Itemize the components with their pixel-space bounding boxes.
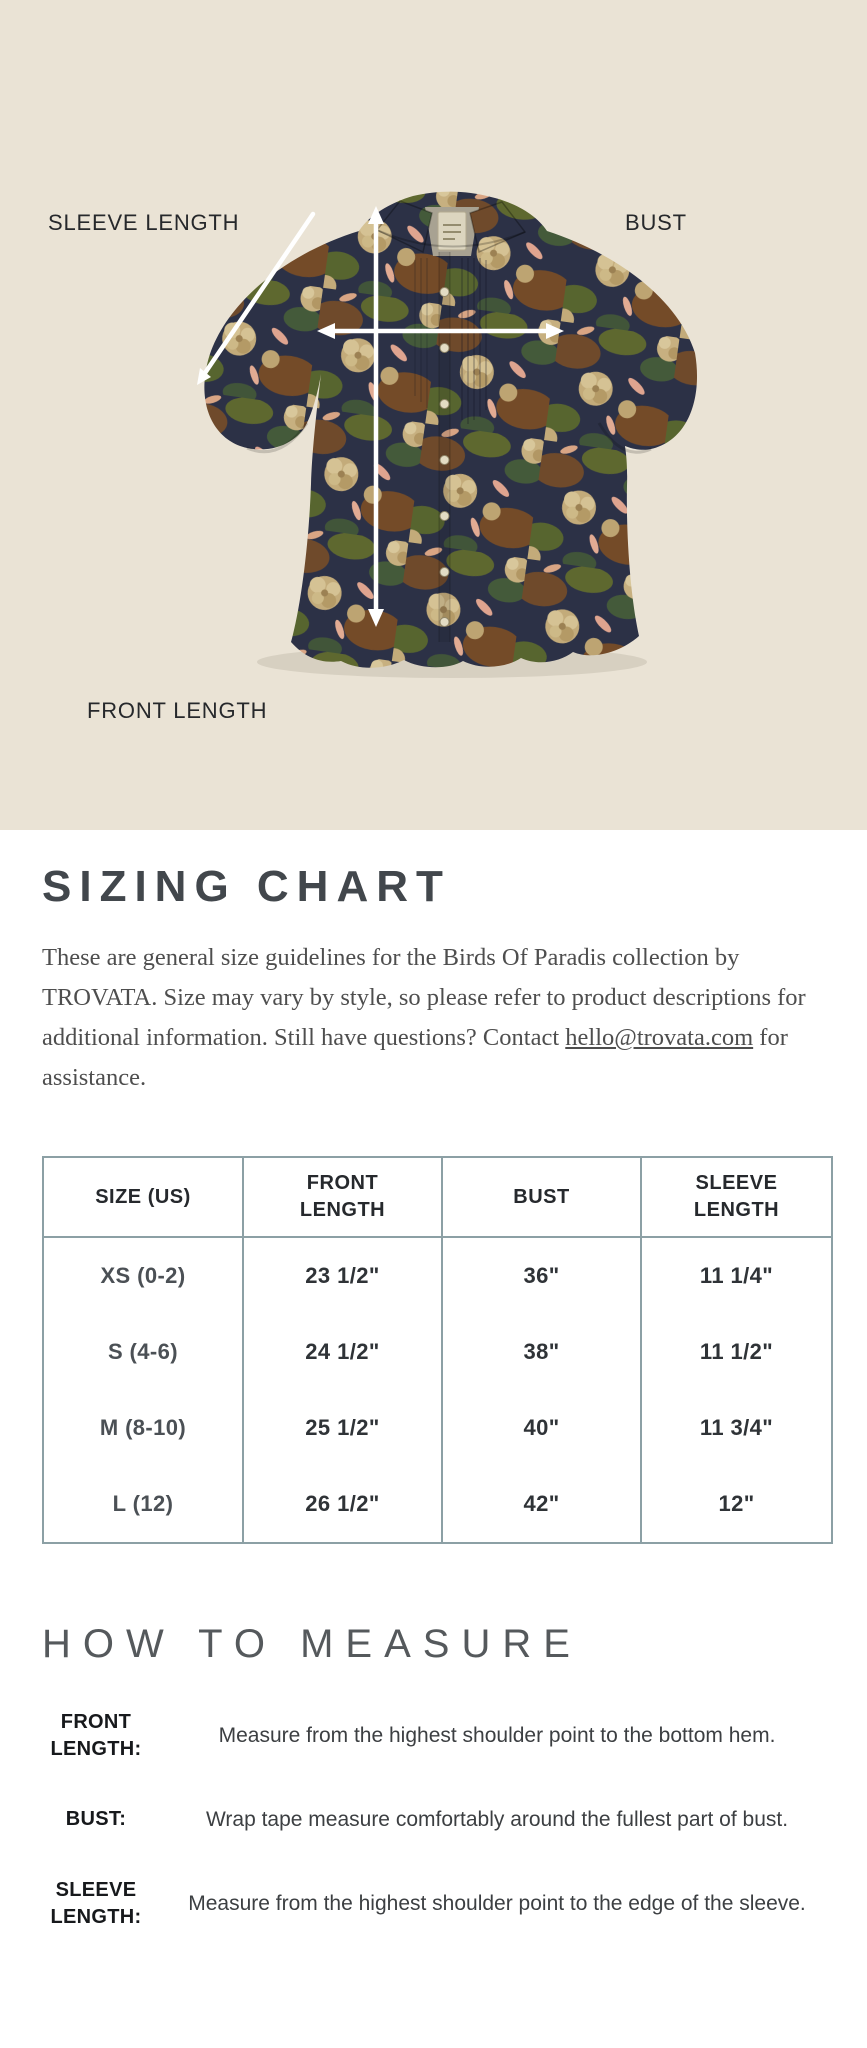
how-to-measure-title: HOW TO MEASURE [42,1622,582,1666]
bust-label: BUST [625,210,687,235]
sizing-chart-section: SIZING CHART These are general size guid… [0,830,867,1971]
bust-cell: 38" [441,1314,642,1390]
bust-arrow [317,323,564,339]
page-title: SIZING CHART [42,862,451,911]
intro-text-before: These are general size guidelines for th… [42,944,806,1051]
measure-description: Measure from the highest shoulder point … [218,1724,776,1748]
measure-description: Wrap tape measure comfortably around the… [205,1808,789,1831]
bust-cell: 36" [441,1237,642,1314]
collar-shadow-line [376,229,526,248]
size-cell: S (4-6) [42,1314,244,1390]
measure-term: FRONT LENGTH: [50,1711,142,1760]
sleeve-length-arrow [197,211,316,385]
measure-term: SLEEVE LENGTH: [50,1878,142,1928]
cuff-seams [246,422,652,454]
col-header-sleeve-length: SLEEVE LENGTH [640,1156,833,1238]
size-cell: L (12) [42,1466,244,1543]
size-cell: M (8-10) [42,1390,244,1466]
intro-text: These are general size guidelines for th… [42,938,832,1098]
contact-email-link[interactable]: hello@trovata.com [565,1024,754,1051]
table-row-s: S (4-6) 24 1/2" 38" 11 1/2" [42,1314,833,1390]
bust-cell: 42" [441,1466,642,1543]
measure-description: Measure from the highest shoulder point … [188,1891,806,1915]
size-cell: XS (0-2) [42,1237,244,1314]
col-header-bust: BUST [441,1156,642,1238]
measure-item-front-length: FRONT LENGTH: Measure from the highest s… [42,1709,830,1763]
button-placket [438,252,451,642]
sleeve-length-cell: 11 1/2" [640,1314,833,1390]
shirt-illustration [197,191,698,678]
table-row-xs: XS (0-2) 23 1/2" 36" 11 1/4" [42,1237,833,1314]
front-length-cell: 24 1/2" [242,1314,443,1390]
front-length-cell: 25 1/2" [242,1390,443,1466]
table-row-l: L (12) 26 1/2" 42" 12" [42,1466,833,1543]
measure-item-sleeve-length: SLEEVE LENGTH: Measure from the highest … [42,1877,830,1931]
shirt-buttons [439,287,450,627]
collar-inner [425,207,479,256]
measure-term: BUST: [65,1808,127,1831]
sleeve-length-cell: 12" [640,1466,833,1543]
front-length-cell: 26 1/2" [242,1466,443,1543]
product-measurement-diagram: SLEEVE LENGTH BUST FRONT LENGTH [0,0,867,830]
front-length-arrow [368,206,384,627]
shirt-shape [204,191,698,668]
collar [375,200,527,254]
bust-cell: 40" [441,1390,642,1466]
measure-definitions: FRONT LENGTH: Measure from the highest s… [42,1709,830,1931]
sleeve-length-label: SLEEVE LENGTH [48,210,240,235]
col-header-front-length: FRONT LENGTH [242,1156,443,1238]
sleeve-length-cell: 11 3/4" [640,1390,833,1466]
intro-text-after: for assistance. [42,1024,788,1091]
table-row-m: M (8-10) 25 1/2" 40" 11 3/4" [42,1390,833,1466]
measure-item-bust: BUST: Wrap tape measure comfortably arou… [42,1803,830,1837]
sizing-table: SIZE (US) FRONT LENGTH BUST SLEEVE LENGT… [42,1156,833,1544]
front-length-label: FRONT LENGTH [87,698,268,723]
table-header-row: SIZE (US) FRONT LENGTH BUST SLEEVE LENGT… [42,1156,833,1238]
pintuck-pleats [461,258,487,424]
col-header-size: SIZE (US) [42,1156,244,1238]
sleeve-length-cell: 11 1/4" [640,1237,833,1314]
front-length-cell: 23 1/2" [242,1237,443,1314]
